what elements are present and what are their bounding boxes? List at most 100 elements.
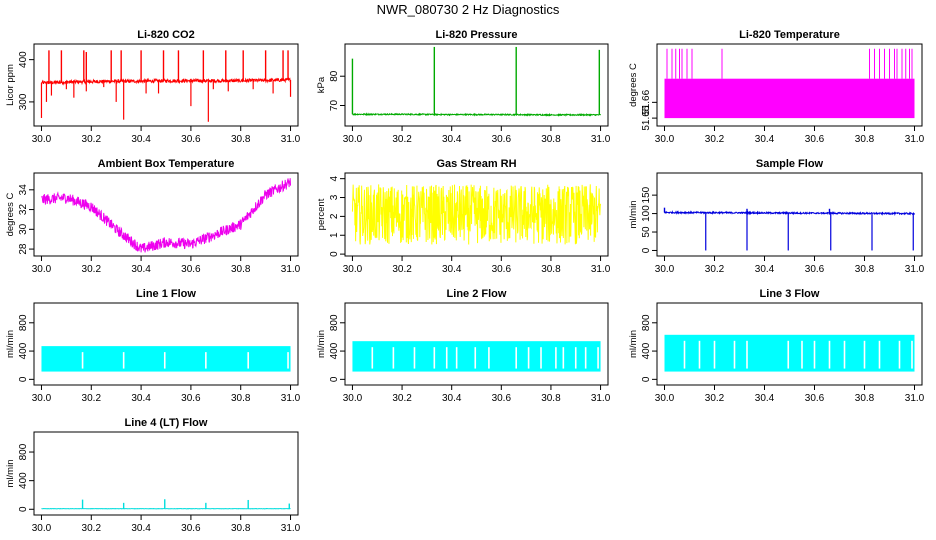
line4-xtick-label-2: 30.4 [131,523,151,534]
temperature-plot-area [664,48,915,119]
line1-xtick-label-2: 30.4 [131,393,151,404]
rh-ytick-label-0: 0 [329,251,340,257]
line4-xtick-label-4: 30.8 [231,523,251,534]
boxtemp-xtick-label-5: 31.0 [281,264,301,275]
panel-line4: Line 4 (LT) Flow 30.0 30.2 30.4 30.6 30.8 31.0… [5,417,301,534]
rh-xtick-label-4: 30.8 [541,264,561,275]
line1-ytick-label-1: 400 [18,342,29,359]
sampleflow-ytick-label-3: 150 [641,186,652,203]
rh-xtick-label-1: 30.2 [392,264,412,275]
boxtemp-ytick-label-2: 32 [18,204,29,216]
line1-data-band [41,346,291,372]
rh-plot-area [351,184,602,245]
rh-ytick-label-4: 4 [329,175,340,181]
boxtemp-plot-area [41,178,292,253]
line2-ytick-label-1: 400 [329,342,340,359]
sampleflow-xtick-label-2: 30.4 [755,264,775,275]
line2-xtick-label-1: 30.2 [392,393,412,404]
panel-co2: Li-820 CO2 30.0 30.2 30.4 30.6 30.8 31.0 300 400… [5,29,301,145]
rh-frame [344,172,609,257]
co2-ytick-label-1: 400 [18,51,29,68]
line1-plot-area [41,346,291,372]
sampleflow-ylabel: ml/min [628,201,639,229]
line4-xtick-label-5: 31.0 [281,523,301,534]
sampleflow-xtick-label-5: 31.0 [905,264,925,275]
line2-frame [344,302,609,386]
rh-title: Gas Stream RH [436,158,516,170]
line2-ylabel: ml/min [316,330,327,358]
line2-xtick-label-5: 31.0 [591,393,611,404]
co2-ylabel: Licor ppm [5,64,16,106]
pressure-xtick-label-5: 31.0 [591,134,611,145]
line2-ytick-label-2: 800 [329,314,340,331]
line1-ytick-label-2: 800 [18,314,29,331]
line4-ytick-label-1: 400 [18,472,29,489]
temperature-ytick-label-0: 51.65 [641,105,652,130]
rh-ytick-label-2: 2 [329,213,340,219]
temperature-xtick-label-3: 30.6 [805,134,825,145]
line3-ylabel: ml/min [628,330,639,358]
panel-line3: Line 3 Flow 30.0 30.2 30.4 30.6 30.8 31.0 0 400 8… [628,288,925,404]
line3-xtick-label-2: 30.4 [755,393,775,404]
line1-ylabel: ml/min [5,330,16,358]
sampleflow-xtick-label-1: 30.2 [705,264,725,275]
temperature-xtick-label-5: 31.0 [905,134,925,145]
sampleflow-xtick-label-4: 30.8 [855,264,875,275]
pressure-title: Li-820 Pressure [436,29,518,41]
line1-xtick-label-0: 30.0 [32,393,52,404]
co2-xtick-label-3: 30.6 [181,134,201,145]
line1-ytick-label-0: 0 [18,376,29,382]
line3-xtick-label-0: 30.0 [655,393,675,404]
temperature-xtick-label-4: 30.8 [855,134,875,145]
line1-xtick-label-1: 30.2 [82,393,102,404]
boxtemp-xtick-label-1: 30.2 [82,264,102,275]
line4-ytick-label-2: 800 [18,443,29,460]
rh-xtick-label-3: 30.6 [492,264,512,275]
co2-xtick-label-1: 30.2 [82,134,102,145]
line2-ytick-label-0: 0 [329,376,340,382]
temperature-title: Li-820 Temperature [739,29,840,41]
figure-title: NWR_080730 2 Hz Diagnostics [377,2,560,17]
line2-xtick-label-4: 30.8 [541,393,561,404]
line3-xtick-label-5: 31.0 [905,393,925,404]
co2-series-line [40,77,291,86]
pressure-frame [344,43,609,127]
line4-title: Line 4 (LT) Flow [125,417,208,429]
line1-title: Line 1 Flow [136,288,196,300]
sampleflow-ytick-label-1: 50 [641,226,652,238]
line3-plot-area [664,334,915,372]
pressure-xtick-label-1: 30.2 [392,134,412,145]
sampleflow-ytick-label-2: 100 [641,205,652,222]
boxtemp-title: Ambient Box Temperature [98,158,235,170]
rh-series-line [351,184,602,245]
temperature-data-band [664,78,915,119]
line3-xtick-label-1: 30.2 [705,393,725,404]
pressure-ytick-label-0: 70 [329,100,340,112]
pressure-ytick-label-1: 80 [329,70,340,82]
line1-frame [33,302,299,386]
line3-xtick-label-3: 30.6 [805,393,825,404]
line2-xtick-label-3: 30.6 [492,393,512,404]
boxtemp-ytick-label-1: 30 [18,223,29,235]
rh-xtick-label-2: 30.4 [442,264,462,275]
temperature-xtick-label-2: 30.4 [755,134,775,145]
line3-ytick-label-2: 800 [641,314,652,331]
temperature-xtick-label-0: 30.0 [655,134,675,145]
line4-xtick-label-3: 30.6 [181,523,201,534]
co2-xtick-label-0: 30.0 [32,134,52,145]
line2-xtick-label-0: 30.0 [343,393,363,404]
panel-line2: Line 2 Flow 30.0 30.2 30.4 30.6 30.8 31.0 0 400 8… [316,288,611,404]
boxtemp-ylabel: degrees C [5,192,16,236]
boxtemp-ytick-label-0: 28 [18,243,29,255]
sampleflow-xtick-label-3: 30.6 [805,264,825,275]
pressure-xtick-label-2: 30.4 [442,134,462,145]
line3-xtick-label-4: 30.8 [855,393,875,404]
line3-data-band [664,334,915,372]
panel-temperature: Li-820 Temperature 30.0 30.2 30.4 30.6 30.8 31… [628,29,925,145]
boxtemp-ytick-label-3: 34 [18,184,29,196]
rh-ylabel: percent [316,198,327,230]
sampleflow-ytick-label-0: 0 [641,247,652,253]
line3-ytick-label-0: 0 [641,376,652,382]
line4-ytick-label-0: 0 [18,506,29,512]
